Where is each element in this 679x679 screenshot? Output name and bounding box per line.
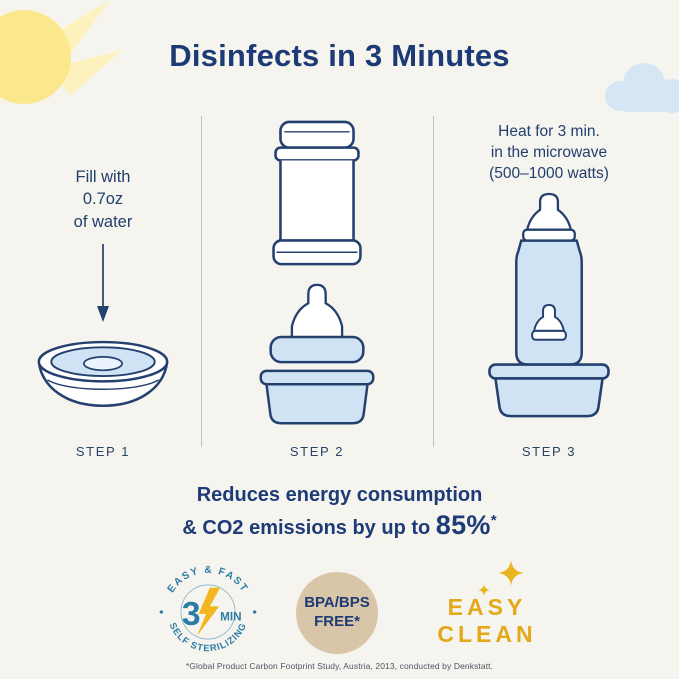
self-sterilizing-badge: EASY & FAST SELF STERILIZING 3 MIN — [159, 565, 257, 653]
step3-instruction-line1: Heat for 3 min. — [498, 123, 600, 140]
energy-claim-asterisk: * — [490, 512, 497, 529]
energy-claim: Reduces energy consumption & CO2 emissio… — [0, 484, 679, 541]
step3-instruction-line3: (500–1000 watts) — [489, 164, 609, 182]
bpa-badge-line1: BPA/BPS — [304, 594, 370, 612]
water-bowl-illustration — [37, 340, 169, 408]
easy-clean-line2: CLEAN — [437, 621, 537, 648]
step3-instruction: Heat for 3 min. in the microwave (500–10… — [449, 122, 649, 185]
step1-label: STEP 1 — [75, 444, 131, 459]
bpa-free-badge: BPA/BPS FREE* — [296, 572, 378, 654]
energy-claim-line1: Reduces energy consumption — [196, 484, 483, 506]
bpa-badge-line2: FREE* — [314, 613, 360, 630]
easy-clean-badge: EASY CLEAN — [412, 560, 562, 660]
badge-arc-top-text: EASY & FAST — [166, 565, 249, 595]
sparkle-icon-large — [498, 560, 524, 586]
assembled-bottle-illustration — [488, 192, 610, 418]
energy-claim-value: 85% — [435, 510, 491, 540]
column-divider-2 — [433, 116, 434, 447]
badge-min-unit: MIN — [220, 610, 241, 623]
step2-label: STEP 2 — [289, 444, 345, 459]
badge-3-number: 3 — [182, 596, 201, 633]
badge-arc-bottom-text: SELF STERILIZING — [168, 621, 248, 653]
step3-instruction-line2: in the microwave — [490, 143, 608, 161]
step1-instruction-line3: of water — [73, 212, 133, 231]
sterilizer-cover-illustration — [272, 120, 362, 266]
footnote: *Global Product Carbon Footprint Study, … — [185, 661, 494, 671]
svg-text:SELF STERILIZING: SELF STERILIZING — [168, 621, 249, 653]
down-arrow-icon — [97, 244, 109, 322]
column-divider-1 — [201, 116, 202, 447]
lightning-bolt-icon — [196, 587, 221, 637]
easy-clean-text: EASY CLEAN — [412, 594, 562, 648]
svg-text:EASY & FAST: EASY & FAST — [166, 565, 250, 595]
sun-icon — [0, 0, 122, 104]
page-title: Disinfects in 3 Minutes — [169, 38, 510, 73]
sterilizer-base-illustration — [259, 369, 375, 425]
easy-clean-line1: EASY — [447, 594, 527, 620]
energy-claim-line2: & CO2 emissions by up to 85%* — [0, 510, 679, 541]
step1-instruction: Fill with 0.7oz of water — [28, 166, 178, 233]
cloud-icon — [605, 63, 679, 113]
step1-instruction-line2: 0.7oz — [82, 190, 124, 209]
teat-and-lid-illustration — [269, 283, 365, 364]
energy-claim-line2-prefix: & CO2 emissions by up to — [182, 517, 436, 539]
step3-label: STEP 3 — [521, 444, 577, 459]
step1-instruction-line1: Fill with — [75, 168, 131, 186]
sparkle-icon-small — [478, 584, 490, 596]
